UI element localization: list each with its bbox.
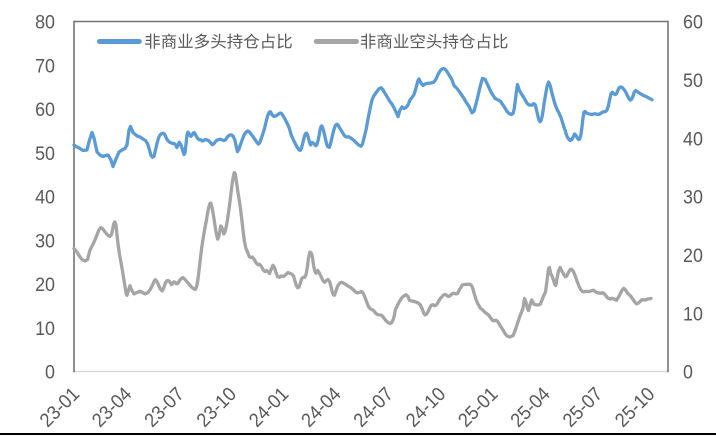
svg-text:70: 70 xyxy=(35,55,55,77)
svg-text:50: 50 xyxy=(35,143,55,165)
svg-text:0: 0 xyxy=(45,362,55,384)
svg-text:0: 0 xyxy=(683,362,693,384)
svg-text:80: 80 xyxy=(35,12,55,34)
svg-text:20: 20 xyxy=(35,274,55,296)
svg-text:40: 40 xyxy=(683,128,703,150)
svg-text:10: 10 xyxy=(683,303,703,325)
svg-text:30: 30 xyxy=(683,187,703,209)
svg-text:50: 50 xyxy=(683,70,703,92)
svg-text:20: 20 xyxy=(683,245,703,267)
svg-text:60: 60 xyxy=(35,99,55,121)
svg-text:10: 10 xyxy=(35,318,55,340)
svg-text:40: 40 xyxy=(35,187,55,209)
svg-text:60: 60 xyxy=(683,12,703,34)
svg-text:30: 30 xyxy=(35,230,55,252)
